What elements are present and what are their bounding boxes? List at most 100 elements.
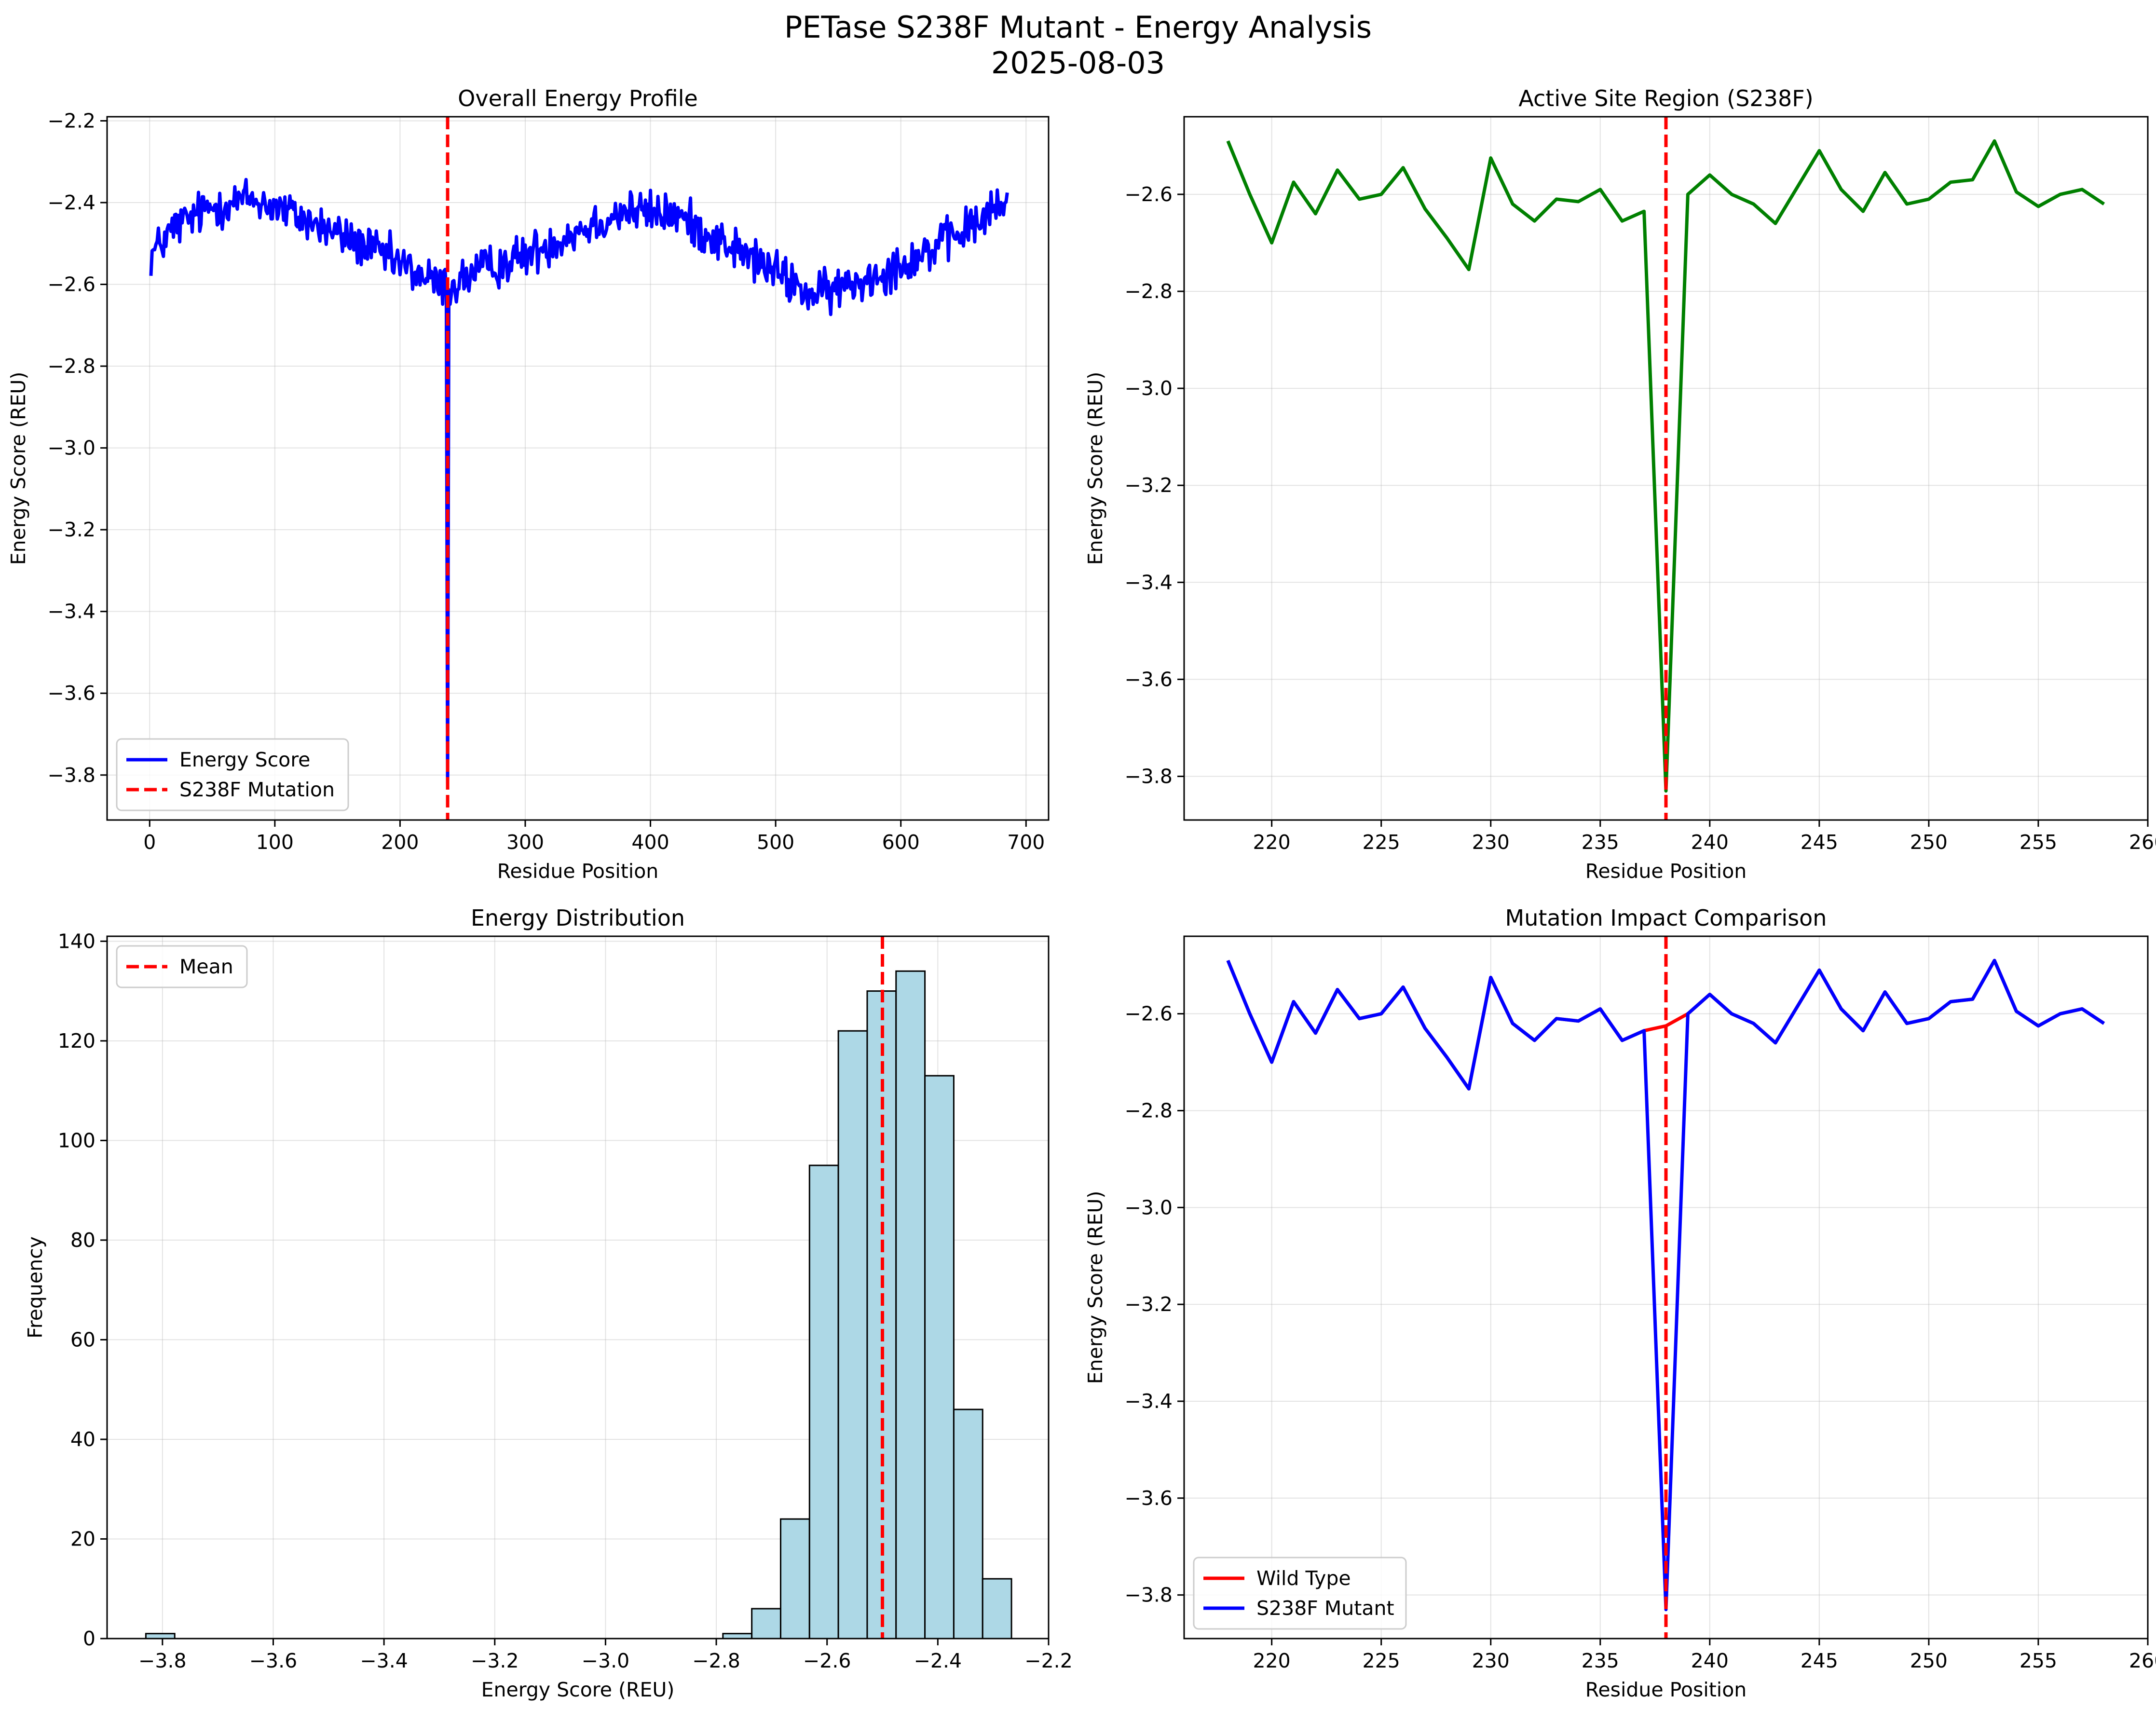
active-site-panel: 220 225 230 235 240 245 250 255 260 −3.8 −3.6 −3.4 −… [1084, 85, 2156, 883]
y-axis-label: Energy Score (REU) [1084, 1191, 1107, 1384]
histogram-bar [751, 1608, 781, 1639]
histogram-bar [808, 1164, 839, 1639]
figure-subtitle: 2025-08-03 [991, 45, 1165, 81]
y-axis-label: Energy Score (REU) [7, 372, 30, 565]
y-tick-label: 0 [83, 1627, 96, 1650]
legend-box [116, 945, 248, 988]
x-tick-label: −3.4 [360, 1649, 408, 1672]
x-axis-label: Residue Position [497, 860, 659, 883]
x-tick-label: 220 [1253, 1649, 1291, 1672]
y-tick-label: −3.2 [1124, 1293, 1173, 1316]
y-tick-label: −2.6 [47, 273, 96, 296]
y-tick-label: −3.4 [1124, 1390, 1173, 1413]
axes-frame [106, 116, 1050, 821]
axes-frame [106, 935, 1050, 1640]
mutation-comparison-panel: 220 225 230 235 240 245 250 255 260 −3.8 −3.6 −3.4 −… [1084, 905, 2156, 1701]
x-tick-label: −3.6 [249, 1649, 298, 1672]
y-tick-label: −3.4 [47, 600, 96, 623]
y-axis-label: Frequency [24, 1236, 47, 1339]
y-tick-label: 80 [70, 1229, 96, 1252]
y-tick-label: −3.8 [47, 764, 96, 787]
legend-label: S238F Mutant [1256, 1597, 1394, 1620]
x-tick-label: 0 [143, 831, 156, 854]
s238f-mutant-line [1226, 958, 2105, 1612]
plot-area [145, 936, 1012, 1639]
y-tick-label: −2.4 [47, 191, 96, 214]
x-tick-label: 245 [1801, 831, 1838, 854]
y-tick-label: −2.6 [1124, 183, 1173, 206]
y-tick-label: −3.0 [1124, 1196, 1173, 1219]
y-tick-label: −3.6 [47, 682, 96, 705]
y-tick-label: −3.8 [1124, 1584, 1173, 1607]
legend-label: Mean [179, 955, 233, 978]
y-tick-label: 140 [58, 930, 96, 953]
legend: Wild Type S238F Mutant [1193, 1557, 1407, 1630]
x-axis-label: Energy Score (REU) [481, 1678, 675, 1701]
x-tick-label: 225 [1363, 1649, 1400, 1672]
y-tick-label: −3.2 [47, 518, 96, 541]
y-tick-label: −3.6 [1124, 1487, 1173, 1510]
y-tick-label: 20 [70, 1527, 96, 1550]
y-tick-label: −2.2 [47, 109, 96, 132]
y-tick-label: 100 [58, 1129, 96, 1152]
x-tick-label: 245 [1801, 1649, 1838, 1672]
x-tick-label: 260 [2129, 831, 2156, 854]
x-tick-label: −3.0 [582, 1649, 630, 1672]
x-tick-label: 260 [2129, 1649, 2156, 1672]
x-tick-label: 700 [1007, 831, 1045, 854]
histogram-bar [837, 1030, 868, 1639]
x-tick-label: 300 [506, 831, 544, 854]
y-tick-label: −3.2 [1124, 474, 1173, 497]
y-tick-label: −3.4 [1124, 571, 1173, 594]
histogram-bar [953, 1408, 983, 1639]
x-tick-label: 250 [1910, 1649, 1948, 1672]
y-tick-label: −2.8 [1124, 1099, 1173, 1122]
x-tick-label: 400 [631, 831, 669, 854]
y-tick-label: 40 [70, 1428, 96, 1451]
x-tick-label: 240 [1691, 1649, 1729, 1672]
panel-title: Mutation Impact Comparison [1505, 905, 1827, 931]
histogram-bar [779, 1518, 810, 1639]
legend: Mean [116, 945, 248, 988]
histogram-bar [982, 1578, 1012, 1639]
y-axis-label: Energy Score (REU) [1084, 372, 1107, 565]
x-tick-label: 250 [1910, 831, 1948, 854]
energy-distribution-panel: −3.8 −3.6 −3.4 −3.2 −3.0 −2.8 −2.6 −2.4 −2.2 0 20 4… [24, 905, 1073, 1701]
x-tick-label: −3.2 [471, 1649, 519, 1672]
histogram-bar [722, 1633, 753, 1639]
figure-title: PETase S238F Mutant - Energy Analysis [784, 10, 1372, 45]
plot-area [149, 117, 1009, 820]
y-tick-label: −3.0 [1124, 377, 1173, 400]
y-tick-label: 60 [70, 1328, 96, 1351]
x-axis-label: Residue Position [1585, 1678, 1747, 1701]
x-tick-label: 230 [1472, 1649, 1510, 1672]
x-tick-label: 500 [757, 831, 794, 854]
legend-box [116, 738, 349, 811]
plot-area [1226, 936, 2105, 1639]
x-tick-label: −2.4 [914, 1649, 962, 1672]
legend-label: Wild Type [1256, 1567, 1351, 1590]
panel-title: Overall Energy Profile [458, 85, 698, 111]
axes-frame [1183, 116, 2149, 821]
y-tick-label: −2.8 [47, 355, 96, 378]
panel-title: Active Site Region (S238F) [1518, 85, 1813, 111]
x-tick-label: 230 [1472, 831, 1510, 854]
histogram-bar [145, 1633, 176, 1639]
x-tick-label: 235 [1582, 1649, 1619, 1672]
legend-label: S238F Mutation [179, 778, 335, 801]
legend-box [1193, 1557, 1407, 1630]
x-tick-label: 220 [1253, 831, 1291, 854]
histogram-bar [895, 970, 926, 1639]
x-tick-label: −2.8 [692, 1649, 740, 1672]
plot-area [1226, 117, 2105, 820]
overall-energy-panel: 0 100 200 300 400 500 600 700 −3.8 −3.6 −3.4 −3.2 −3… [7, 85, 1050, 883]
energy-series-line [1226, 139, 2105, 793]
x-tick-label: 255 [2020, 831, 2057, 854]
axes-frame [1183, 935, 2149, 1640]
x-tick-label: 240 [1691, 831, 1729, 854]
x-tick-label: −3.8 [138, 1649, 187, 1672]
legend-label: Energy Score [179, 748, 310, 771]
y-tick-label: −3.6 [1124, 668, 1173, 691]
x-tick-label: 235 [1582, 831, 1619, 854]
